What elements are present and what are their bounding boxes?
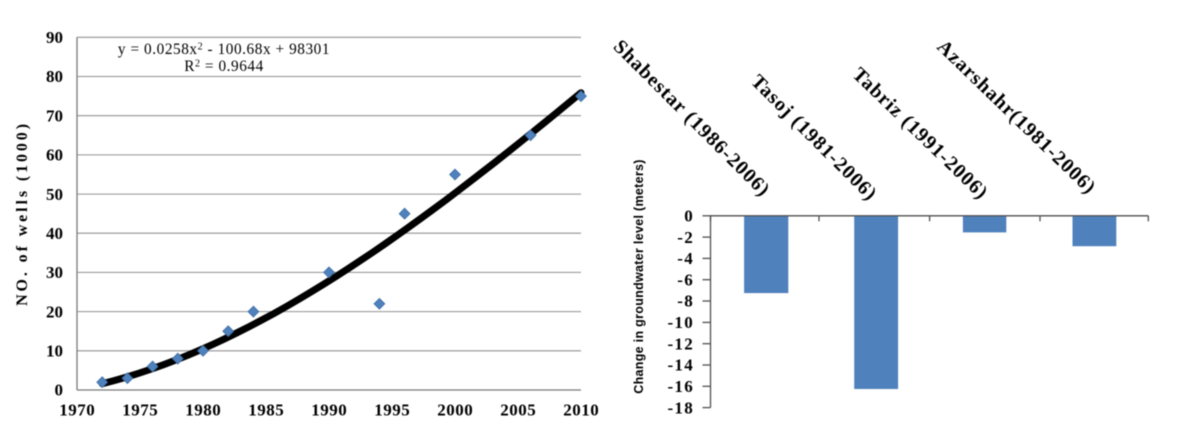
svg-text:1985: 1985: [248, 401, 284, 420]
svg-text:80: 80: [46, 67, 63, 86]
svg-text:1970: 1970: [59, 401, 95, 420]
svg-text:-14: -14: [667, 356, 694, 375]
svg-text:Change in groundwater level (m: Change in groundwater level (meters): [632, 159, 646, 393]
svg-text:-2: -2: [677, 228, 694, 247]
svg-text:0: 0: [55, 381, 64, 400]
svg-text:-8: -8: [677, 292, 694, 311]
svg-text:1990: 1990: [311, 401, 347, 420]
svg-text:R2 = 0.9644: R2 = 0.9644: [184, 58, 264, 75]
svg-text:1975: 1975: [122, 401, 158, 420]
svg-text:70: 70: [46, 106, 63, 125]
svg-text:1995: 1995: [374, 401, 410, 420]
svg-text:60: 60: [46, 146, 63, 165]
svg-text:-18: -18: [667, 398, 694, 417]
svg-text:90: 90: [46, 28, 63, 47]
svg-text:NO. of wells (1000): NO. of wells (1000): [14, 121, 31, 306]
svg-text:2010: 2010: [563, 401, 599, 420]
svg-text:0: 0: [684, 207, 694, 226]
svg-text:-6: -6: [677, 270, 694, 289]
svg-text:40: 40: [46, 224, 63, 243]
svg-text:30: 30: [46, 263, 63, 282]
svg-text:20: 20: [46, 302, 63, 321]
svg-text:-4: -4: [677, 249, 694, 268]
svg-text:1980: 1980: [185, 401, 221, 420]
svg-text:2000: 2000: [437, 401, 473, 420]
svg-text:50: 50: [46, 185, 63, 204]
svg-text:-12: -12: [667, 334, 694, 353]
svg-text:-10: -10: [667, 313, 694, 332]
svg-text:2005: 2005: [500, 401, 536, 420]
svg-text:y = 0.0258x2 - 100.68x + 98301: y = 0.0258x2 - 100.68x + 98301: [118, 41, 330, 58]
svg-text:10: 10: [46, 342, 63, 361]
svg-text:-16: -16: [667, 377, 694, 396]
